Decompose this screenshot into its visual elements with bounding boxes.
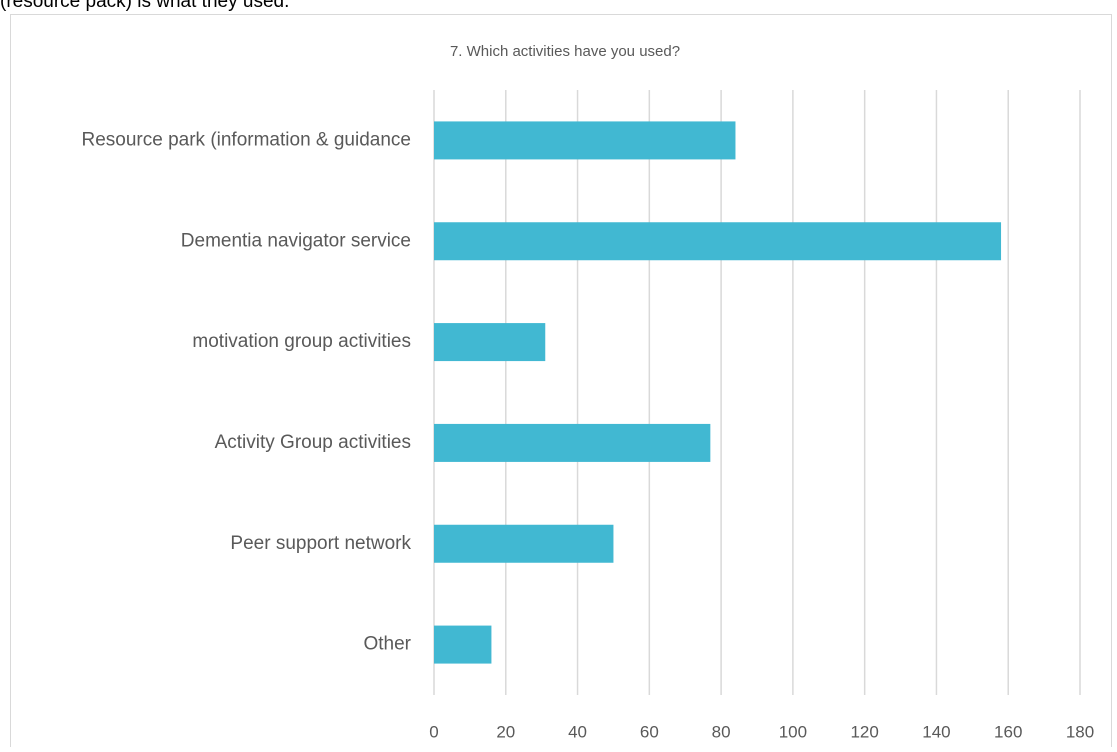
y-tick-label: Other bbox=[363, 634, 411, 655]
bar bbox=[434, 323, 546, 362]
x-tick-label: 180 bbox=[1066, 722, 1094, 741]
x-tick-label: 100 bbox=[779, 722, 807, 741]
y-tick-label: Peer support network bbox=[230, 533, 411, 554]
y-tick-label: Activity Group activities bbox=[215, 432, 411, 453]
y-tick-label: Dementia navigator service bbox=[181, 230, 411, 251]
bar bbox=[434, 121, 736, 160]
bar bbox=[434, 423, 711, 462]
y-tick-label: motivation group activities bbox=[192, 331, 411, 352]
bar bbox=[434, 625, 492, 664]
x-tick-label: 140 bbox=[922, 722, 950, 741]
x-tick-label: 0 bbox=[429, 722, 438, 741]
x-tick-label: 80 bbox=[712, 722, 731, 741]
x-tick-label: 20 bbox=[496, 722, 515, 741]
y-tick-label: Resource park (information & guidance bbox=[81, 129, 411, 150]
x-tick-label: 40 bbox=[568, 722, 587, 741]
x-tick-label: 120 bbox=[850, 722, 878, 741]
bar bbox=[434, 222, 1002, 261]
chart-frame bbox=[10, 14, 1112, 752]
x-tick-label: 60 bbox=[640, 722, 659, 741]
chart-title: 7. Which activities have you used? bbox=[450, 43, 680, 60]
bar bbox=[434, 524, 614, 563]
x-tick-label: 160 bbox=[994, 722, 1022, 741]
intro-text: (resource pack) is what they used. bbox=[0, 0, 289, 12]
